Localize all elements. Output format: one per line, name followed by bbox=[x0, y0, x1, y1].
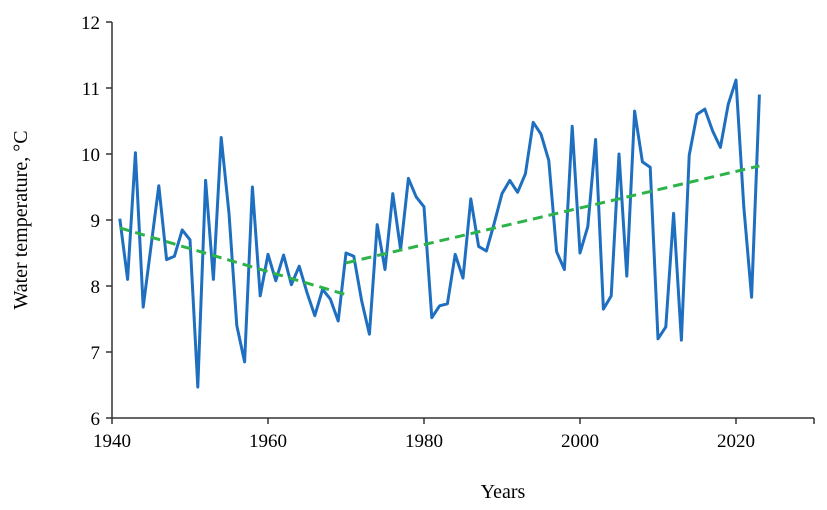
trend-line bbox=[345, 164, 760, 265]
x-tick-label: 1980 bbox=[405, 431, 443, 452]
data-series-line bbox=[118, 78, 761, 389]
x-tick-label: 1960 bbox=[249, 431, 287, 452]
x-tick-label: 2000 bbox=[561, 431, 599, 452]
y-tick-label: 12 bbox=[81, 13, 100, 34]
chart-marks bbox=[118, 78, 761, 389]
x-axis-title: Years bbox=[481, 481, 526, 503]
trend-line bbox=[119, 226, 347, 297]
x-tick-label: 1940 bbox=[93, 431, 131, 452]
y-tick-label: 6 bbox=[91, 409, 101, 430]
axes: 6 7 8 9 10 11 12 1940 1960 1980 2000 2020 bbox=[81, 13, 815, 452]
y-tick-label: 9 bbox=[91, 211, 101, 232]
x-tick-label: 2020 bbox=[717, 431, 755, 452]
y-tick-label: 10 bbox=[81, 145, 100, 166]
y-tick-label: 8 bbox=[91, 277, 101, 298]
y-tick-label: 7 bbox=[91, 343, 101, 364]
y-axis-title: Water temperature, °C bbox=[10, 130, 32, 309]
y-tick-label: 11 bbox=[82, 79, 100, 100]
